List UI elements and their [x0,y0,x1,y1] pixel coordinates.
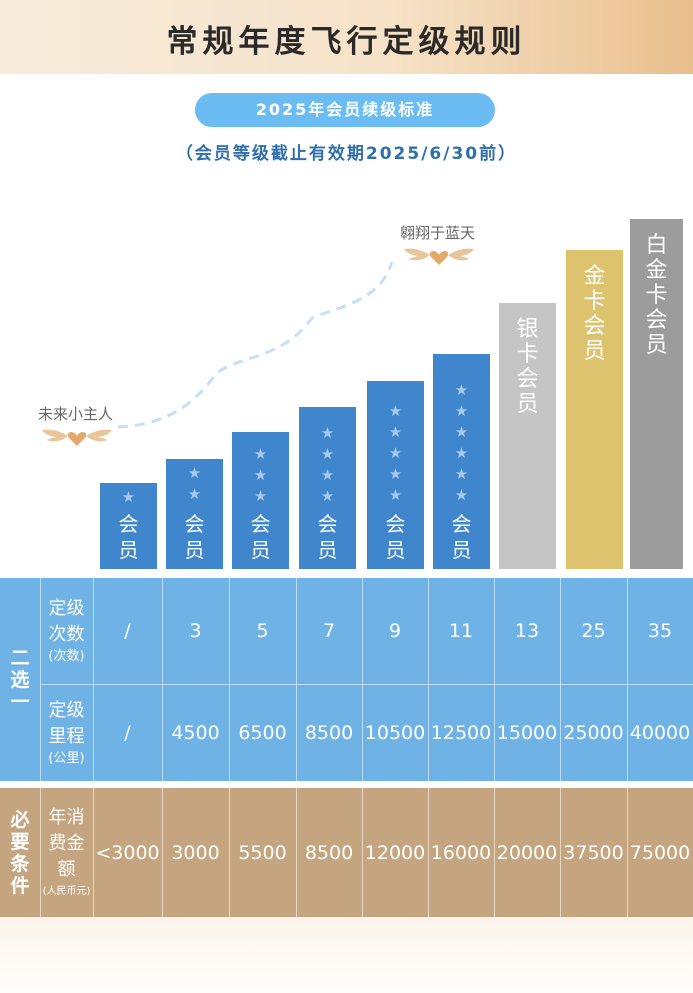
cell-segments-9: 35 [647,620,673,642]
start-label: 未来小主人 [38,405,114,423]
cell-segments-6: 11 [448,620,474,642]
winged-heart-icon [404,248,474,265]
tier-bar-gold: 金卡会员 [566,250,623,569]
standard-pill: 2025年会员续级标准 [195,93,495,127]
divider [296,578,297,781]
tier-bar-6star: ★★★★★★ 会员 [433,354,490,569]
star-icons: ★★★★★ [388,402,403,504]
cell-segments-7: 13 [514,620,540,642]
divider [93,578,94,781]
divider [40,788,41,917]
cell-spending-2: 3000 [171,841,220,864]
start-badge: 未来小主人 [38,403,116,452]
cell-segments-8: 25 [581,620,606,642]
tier-bar-2star: ★★ 会员 [166,459,223,569]
cell-spending-3: 5500 [238,841,287,864]
tier-label: 会员 [385,512,406,562]
cell-mileage-2: 4500 [171,721,220,744]
divider [229,578,230,781]
tier-bar-5star: ★★★★★ 会员 [367,381,424,569]
divider [494,788,495,917]
star-icons: ★ [121,488,136,506]
tier-label: 白金卡会员 [645,233,668,358]
divider [627,788,628,917]
cell-segments-1: / [124,620,131,642]
winged-heart-icon [42,429,112,446]
divider [362,788,363,917]
divider [296,788,297,917]
cell-mileage-3: 6500 [238,721,287,744]
page-title: 常规年度飞行定级规则 [166,24,527,60]
divider [40,578,41,781]
divider [162,578,163,781]
row-header-spending: 年消费金额 (人民币元) [42,806,91,897]
divider [93,788,94,917]
cell-spending-4: 8500 [304,841,354,864]
sky-badge: 翱翔于蓝天 [400,222,478,271]
cell-mileage-8: 25000 [563,721,624,744]
cell-mileage-5: 10500 [364,721,426,744]
divider [428,788,429,917]
divider [362,578,363,781]
tier-bar-silver: 银卡会员 [499,303,556,569]
star-icons: ★★★ [253,445,268,505]
divider [162,788,163,917]
divider [494,578,495,781]
row-header-segments: 定级次数 (次数) [48,598,85,664]
tier-bar-4star: ★★★★ 会员 [299,407,356,569]
cell-spending-9: 75000 [629,841,691,864]
sky-label: 翱翔于蓝天 [400,224,476,242]
tier-label: 银卡会员 [516,317,539,417]
tier-label: 会员 [451,512,472,562]
tier-bar-3star: ★★★ 会员 [232,432,289,569]
either-section [0,578,693,781]
star-icons: ★★★★ [320,424,335,505]
header-banner: 常规年度飞行定级规则 [0,0,693,74]
cell-spending-7: 20000 [496,841,558,864]
cell-mileage-9: 40000 [629,721,691,744]
divider [428,578,429,781]
bottom-fade [0,917,693,993]
divider [560,578,561,781]
star-icons: ★★★★★★ [454,381,469,504]
cell-mileage-1: / [124,721,131,744]
cell-segments-5: 9 [388,620,402,642]
cell-segments-3: 5 [256,620,269,642]
tier-label: 金卡会员 [583,264,606,364]
growth-path [117,261,394,429]
cell-spending-6: 16000 [430,841,492,864]
divider [229,788,230,917]
group-required-label: 必要条件 [10,808,30,897]
cell-spending-1: <3000 [95,841,160,864]
cell-segments-4: 7 [322,620,336,642]
cell-segments-2: 3 [189,620,202,642]
tier-label: 会员 [118,512,139,562]
divider [560,788,561,917]
tier-label: 会员 [250,512,271,562]
cell-mileage-7: 15000 [496,721,558,744]
validity-note: （会员等级截止有效期2025/6/30前） [175,144,518,164]
star-icons: ★★ [187,464,202,503]
group-either-label: 二选一 [10,646,30,713]
divider [627,578,628,781]
required-section [0,788,693,917]
tier-label: 会员 [317,512,338,562]
tier-bar-platinum: 白金卡会员 [630,219,683,569]
cell-mileage-4: 8500 [304,721,354,744]
row-header-mileage: 定级里程 (公里) [48,699,85,766]
cell-spending-8: 37500 [563,841,624,864]
cell-spending-5: 12000 [364,841,426,864]
tier-label: 会员 [184,512,205,562]
tier-bar-1star: ★ 会员 [100,483,157,569]
divider [40,684,693,685]
cell-mileage-6: 12500 [430,721,492,744]
